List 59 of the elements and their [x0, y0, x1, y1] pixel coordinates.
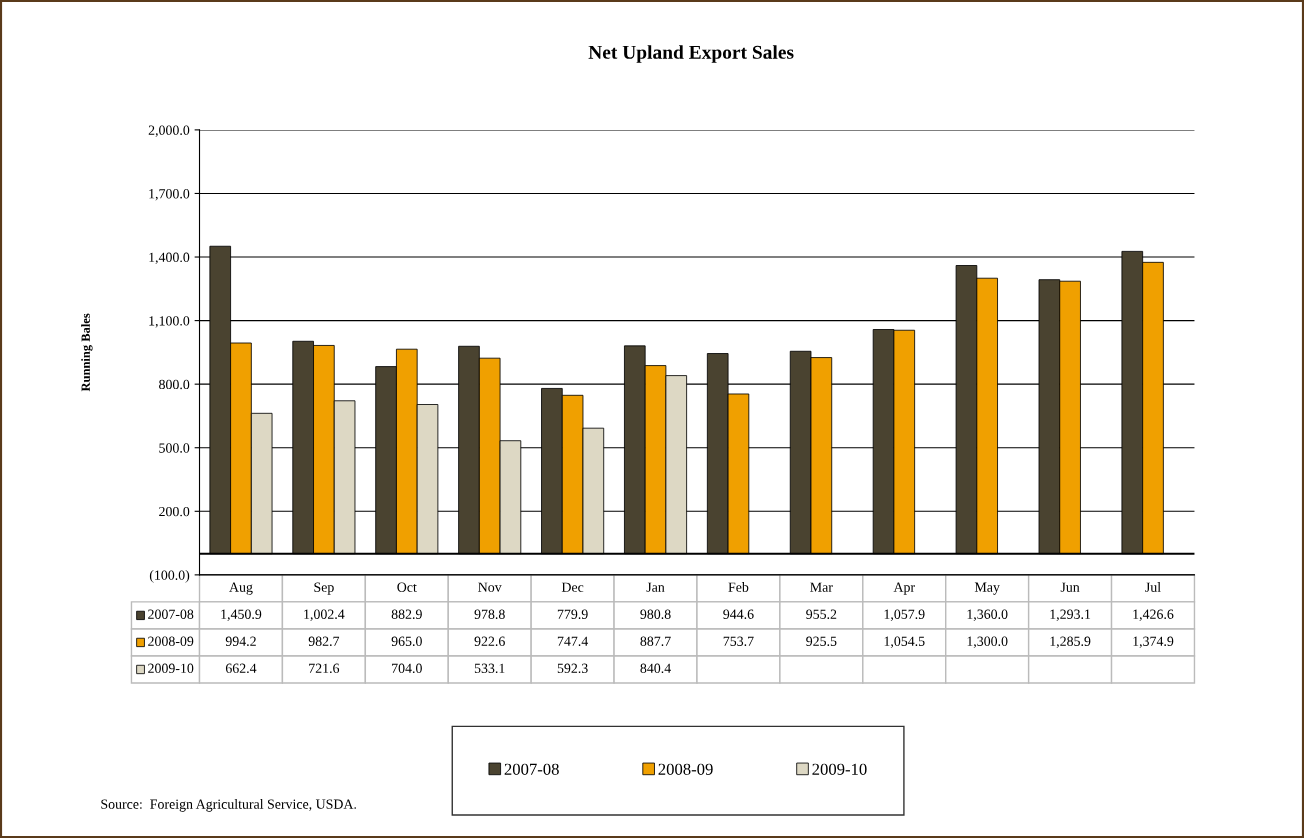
x-tick-label: Jun: [1060, 582, 1080, 592]
data-label: 955.2: [806, 609, 837, 619]
data-label: 721.6: [309, 663, 340, 674]
y-axis-title: Running Bales: [81, 313, 93, 392]
data-label: 1,450.9: [221, 609, 262, 621]
data-label: 982.7: [308, 636, 340, 646]
data-label: 978.8: [474, 609, 505, 619]
data-label: 1,054.5: [884, 636, 925, 648]
data-label: 980.8: [640, 609, 671, 619]
y-tick-label: 1,100.0: [149, 316, 190, 328]
data-label: 753.7: [723, 636, 754, 646]
x-tick-label: Nov: [478, 582, 502, 592]
data-label: 994.2: [225, 636, 256, 646]
data-label: 1,360.0: [967, 609, 1008, 621]
x-tick-label: Mar: [810, 582, 833, 592]
data-label: 704.0: [392, 663, 422, 674]
x-tick-label: Apr: [893, 582, 915, 595]
x-tick-label: Jan: [646, 582, 665, 592]
y-tick-label: 800.0: [159, 379, 190, 390]
y-tick-label: 1,400.0: [149, 252, 190, 264]
data-label: 887.7: [640, 636, 671, 646]
y-tick-label: 500.0: [159, 443, 190, 453]
source-note: Source: Foreign Agricultural Service, USDA.: [101, 799, 357, 812]
data-label: 747.4: [557, 636, 589, 646]
data-label: 1,374.9: [1133, 636, 1174, 648]
chart-title: Net Upland Export Sales: [588, 45, 794, 63]
text: 2008-09: [658, 763, 713, 775]
data-label: 592.3: [557, 663, 588, 674]
y-tick-label: 2,000.0: [148, 125, 190, 137]
x-tick-label: Aug: [229, 582, 253, 595]
data-label: 662.4: [225, 663, 257, 674]
data-label: 1,002.4: [304, 609, 345, 621]
y-tick-label: 1,700.0: [149, 189, 190, 201]
data-label: 882.9: [391, 609, 422, 619]
data-label: 1,300.0: [967, 636, 1008, 648]
x-tick-label: May: [974, 582, 1000, 595]
data-label: 1,285.9: [1050, 636, 1091, 648]
data-label: 533.1: [474, 663, 505, 674]
data-label: 944.6: [723, 609, 754, 619]
legend-label: 2009-10: [148, 663, 194, 673]
x-tick-label: Oct: [397, 582, 417, 592]
text: 2009-10: [812, 763, 867, 775]
data-label: 840.4: [640, 663, 671, 674]
legend-label: 2007-08: [148, 609, 194, 619]
data-label: 1,057.9: [884, 609, 925, 621]
data-label: 779.9: [557, 609, 588, 619]
x-tick-label: Dec: [561, 582, 584, 592]
x-tick-label: Jul: [1145, 582, 1161, 592]
x-tick-label: Feb: [728, 582, 749, 592]
data-label: 1,426.6: [1133, 609, 1174, 621]
y-tick-label: 200.0: [159, 506, 190, 517]
data-label: 965.0: [391, 636, 422, 646]
data-label: 925.5: [806, 636, 837, 646]
data-label: 922.6: [474, 636, 505, 646]
y-tick-label: (100.0): [149, 570, 190, 583]
text: 2007-08: [504, 763, 559, 775]
data-label: 1,293.1: [1050, 609, 1091, 621]
legend-label: 2008-09: [148, 636, 194, 646]
x-tick-label: Sep: [314, 582, 334, 595]
